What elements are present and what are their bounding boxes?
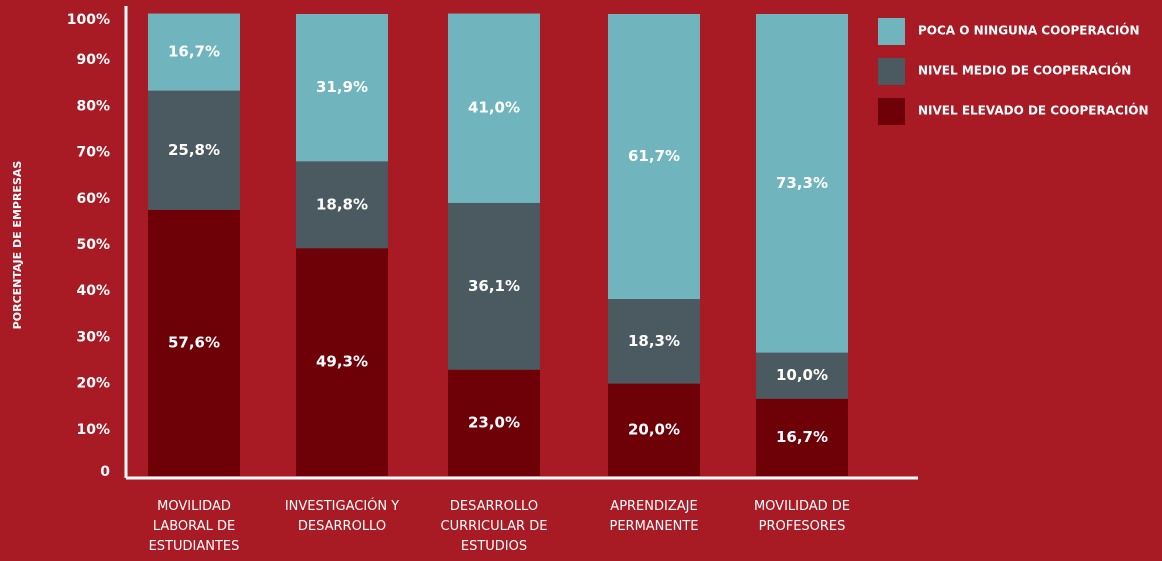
y-tick-label: 100% <box>67 12 110 28</box>
data-label: 23,0% <box>468 413 520 431</box>
y-tick-label: 70% <box>76 145 110 161</box>
y-tick-label: 60% <box>76 191 110 207</box>
y-tick-label: 10% <box>76 422 110 438</box>
y-axis-label: PORCENTAJE DE EMPRESAS <box>11 161 24 330</box>
bar-segment <box>296 14 388 162</box>
bar-segment <box>756 398 848 476</box>
legend-label: NIVEL MEDIO DE COOPERACIÓN <box>918 63 1131 78</box>
bar-segment <box>148 13 240 91</box>
x-tick-label: INVESTIGACIÓN Y DESARROLLO <box>284 499 400 534</box>
bar-segment <box>756 352 848 399</box>
data-label: 16,7% <box>776 428 828 446</box>
data-label: 18,8% <box>316 195 368 213</box>
x-tick-label: MOVILIDAD DE PROFESORES <box>753 499 851 534</box>
data-label: 61,7% <box>628 147 680 165</box>
data-label: 36,1% <box>468 277 520 295</box>
bar-segment <box>608 299 700 384</box>
bar-segment <box>148 209 240 476</box>
y-tick-label: 20% <box>76 376 110 392</box>
bar-segment <box>608 14 700 300</box>
y-tick-label: 40% <box>76 283 110 299</box>
data-label: 31,9% <box>316 78 368 96</box>
y-tick-label: 50% <box>76 237 110 253</box>
x-tick-label: DESARROLLO CURRICULAR DE ESTUDIOS <box>440 499 548 554</box>
data-label: 18,3% <box>628 332 680 350</box>
data-label: 57,6% <box>168 333 220 351</box>
data-label: 41,0% <box>468 99 520 117</box>
data-label: 25,8% <box>168 141 220 159</box>
y-tick-label: 80% <box>76 98 110 114</box>
legend-label: NIVEL ELEVADO DE COOPERACIÓN <box>918 103 1149 118</box>
legend-swatch <box>878 98 905 125</box>
bar-segment <box>448 13 540 203</box>
data-label: 73,3% <box>776 174 828 192</box>
bar-segment <box>148 90 240 210</box>
bar-segment <box>296 161 388 249</box>
data-label: 20,0% <box>628 420 680 438</box>
bar-segment <box>296 248 388 476</box>
y-tick-label: 90% <box>76 52 110 68</box>
x-tick-label: MOVILIDAD LABORAL DE ESTUDIANTES <box>148 499 240 554</box>
y-tick-label: 30% <box>76 329 110 345</box>
legend-swatch <box>878 18 905 45</box>
legend-swatch <box>878 58 905 85</box>
data-label: 10,0% <box>776 366 828 384</box>
x-tick-label: APRENDIZAJE PERMANENTE <box>609 499 699 534</box>
bar-segment <box>608 383 700 476</box>
legend-label: POCA O NINGUNA COOPERACIÓN <box>918 23 1140 38</box>
data-label: 49,3% <box>316 353 368 371</box>
data-label: 16,7% <box>168 43 220 61</box>
y-tick-label: 0 <box>100 464 110 480</box>
bar-segment <box>448 202 540 370</box>
bar-segment <box>756 14 848 353</box>
bar-segment <box>448 369 540 476</box>
